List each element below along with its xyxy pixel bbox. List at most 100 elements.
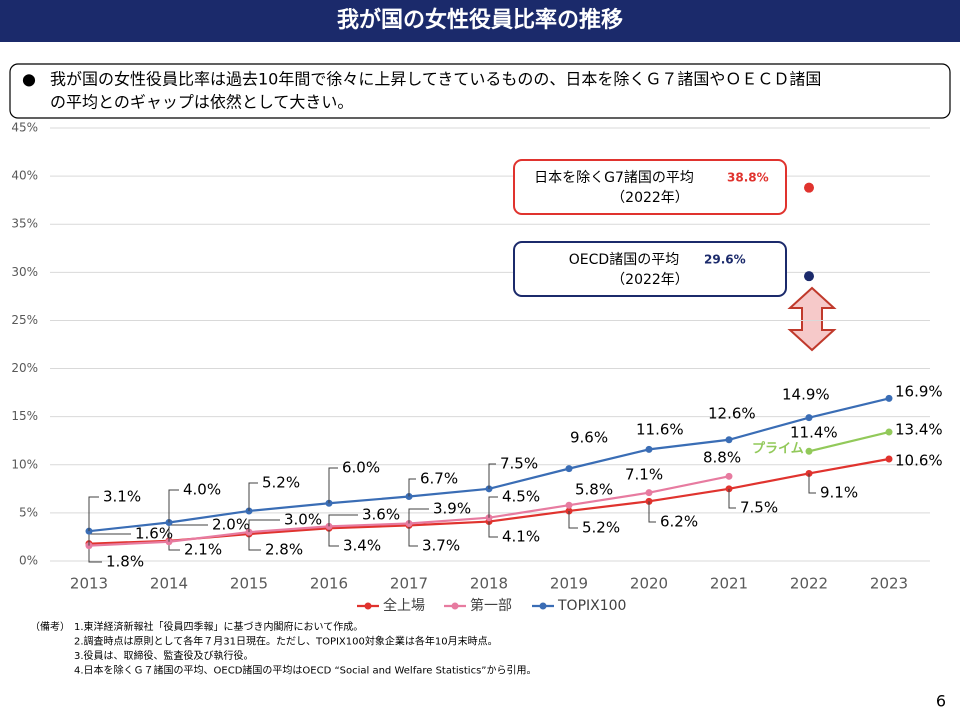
- leader-line: [328, 528, 339, 547]
- data-label: 7.5%: [500, 455, 538, 473]
- data-label: 8.8%: [703, 449, 741, 467]
- data-label: 9.6%: [570, 429, 608, 447]
- data-label: 3.9%: [433, 500, 471, 518]
- series: 1.6% 2.0% 3.0% 3.6% 3.9% 4.5% 5.8% 7.1% 8.8%: [85, 449, 741, 550]
- y-tick-label: 5%: [19, 505, 38, 519]
- y-tick-label: 10%: [11, 457, 38, 471]
- title: 我が国の女性役員比率の推移: [337, 7, 623, 33]
- leader-line: [248, 482, 258, 511]
- data-label: 13.4%: [895, 421, 943, 439]
- data-label: 3.1%: [103, 488, 141, 506]
- legend-swatch: [364, 602, 372, 610]
- x-tick-label: 2023: [870, 575, 908, 593]
- data-label: 5.2%: [582, 519, 620, 537]
- header-bar: [0, 0, 960, 42]
- data-label: 2.0%: [212, 516, 250, 534]
- y-tick-label: 40%: [11, 169, 38, 183]
- page-number: 6: [936, 692, 946, 711]
- note: 1.東洋経済新報社「役員四季報」に基づき内閣府において作成。: [74, 620, 363, 633]
- y-tick-label: 20%: [11, 361, 38, 375]
- point: [805, 447, 813, 455]
- data-label: 3.4%: [343, 537, 381, 555]
- data-label: 4.1%: [502, 528, 540, 546]
- data-label: 7.5%: [740, 499, 778, 517]
- legend-label: 第一部: [470, 597, 512, 614]
- point: [245, 507, 253, 515]
- point: [725, 436, 733, 444]
- leader-line: [488, 521, 498, 538]
- note: 3.役員は、取締役、監査役及び執行役。: [74, 649, 254, 662]
- data-label: 11.6%: [636, 421, 684, 439]
- lead-box: [9, 63, 951, 119]
- annotation-value: 29.6%: [704, 253, 746, 267]
- double-arrow: [787, 286, 837, 352]
- data-label: 10.6%: [895, 452, 943, 470]
- data-label: 16.9%: [895, 383, 943, 401]
- annotation-text: OECD諸国の平均: [569, 252, 679, 268]
- leader-line: [488, 496, 498, 518]
- annotation-point: [804, 182, 814, 193]
- annotation-point: [804, 271, 814, 282]
- leader-line: [248, 534, 261, 551]
- annotation-note: （2022年）: [611, 190, 689, 206]
- leader-line: [648, 501, 656, 523]
- data-label: 2.8%: [265, 541, 303, 559]
- legend-swatch: [451, 602, 459, 610]
- y-tick-label: 45%: [11, 121, 38, 135]
- point: [645, 445, 653, 453]
- leader-line: [168, 489, 179, 523]
- leader-line: [328, 514, 358, 527]
- x-tick-label: 2017: [390, 575, 428, 593]
- point: [725, 472, 733, 480]
- point: [645, 489, 653, 497]
- x-tick-label: 2013: [70, 575, 108, 593]
- leader-line: [408, 525, 418, 547]
- annotation-note: （2022年）: [611, 272, 689, 288]
- data-label: 3.6%: [362, 506, 400, 524]
- series: 3.1% 4.0% 5.2% 6.0% 6.7% 7.5% 9.6% 11.6% 12.6% 14…: [85, 383, 943, 535]
- data-label: 1.6%: [135, 525, 173, 543]
- point: [805, 414, 813, 422]
- bullet: ●: [22, 70, 36, 89]
- series: 11.4% 13.4%: [790, 421, 943, 455]
- x-tick-label: 2022: [790, 575, 828, 593]
- lead-line: の平均とのギャップは依然として大きい。: [50, 93, 353, 112]
- leader-line: [328, 467, 338, 504]
- leader-line: [88, 543, 102, 563]
- data-label: 12.6%: [708, 405, 756, 423]
- data-label: 11.4%: [790, 424, 838, 442]
- data-label: 6.2%: [660, 513, 698, 531]
- leader-line: [88, 496, 99, 532]
- x-tick-label: 2014: [150, 575, 188, 593]
- data-label: 6.0%: [342, 459, 380, 477]
- y-tick-label: 15%: [11, 409, 38, 423]
- point: [885, 455, 893, 463]
- y-tick-label: 30%: [11, 265, 38, 279]
- x-tick-label: 2016: [310, 575, 348, 593]
- leader-line: [808, 473, 816, 494]
- point: [565, 465, 573, 473]
- data-label: 4.0%: [183, 481, 221, 499]
- leader-line: [728, 488, 736, 509]
- data-label: 3.0%: [284, 511, 322, 529]
- y-tick-label: 25%: [11, 313, 38, 327]
- data-label: 3.7%: [422, 537, 460, 555]
- point: [565, 501, 573, 509]
- leader-line: [568, 510, 578, 529]
- legend-swatch: [539, 602, 547, 610]
- data-label: 6.7%: [420, 470, 458, 488]
- point: [885, 428, 893, 436]
- annotation-box: [513, 159, 787, 215]
- note: 2.調査時点は原則として各年７月31日現在。ただし、TOPIX100対象企業は各…: [74, 635, 498, 648]
- data-label: 5.2%: [262, 474, 300, 492]
- data-label: 2.1%: [184, 541, 222, 559]
- leader-line: [488, 463, 496, 489]
- lead-line: 我が国の女性役員比率は過去10年間で徐々に上昇してきているものの、日本を除くＧ７…: [50, 70, 821, 89]
- series-label: プライム: [752, 442, 804, 457]
- data-label: 1.8%: [106, 553, 144, 571]
- x-tick-label: 2015: [230, 575, 268, 593]
- annotation-text: 日本を除くG7諸国の平均: [534, 170, 694, 186]
- data-label: 4.5%: [502, 488, 540, 506]
- x-tick-label: 2020: [630, 575, 668, 593]
